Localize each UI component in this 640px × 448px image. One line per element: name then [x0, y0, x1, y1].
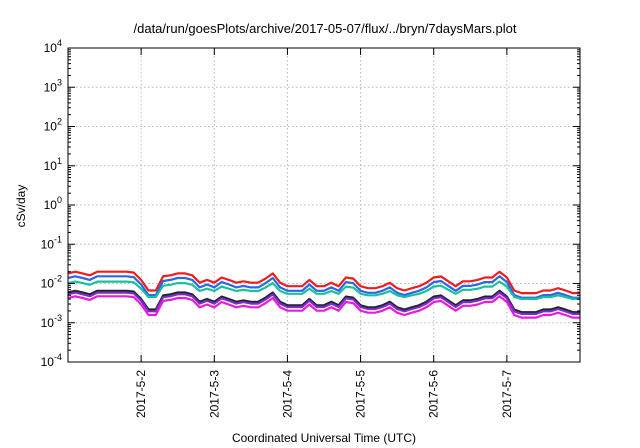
y-tick-label: 102: [44, 117, 62, 134]
x-tick-label: 2017-5-4: [280, 370, 294, 418]
series-line: [67, 295, 580, 319]
x-axis-label: Coordinated Universal Time (UTC): [232, 431, 416, 445]
y-tick-label: 101: [44, 156, 62, 173]
y-tick-label: 10-2: [41, 274, 62, 291]
y-tick-label: 103: [44, 77, 62, 94]
x-tick-label: 2017-5-2: [134, 370, 148, 418]
series-line: [67, 275, 580, 299]
x-tick-label: 2017-5-6: [427, 370, 441, 418]
y-tick-label: 10-3: [41, 313, 62, 330]
series-line: [67, 280, 580, 300]
y-tick-label: 10-1: [41, 234, 62, 251]
series-line: [67, 289, 580, 314]
y-tick-label: 100: [44, 195, 62, 212]
y-tick-label: 10-4: [41, 352, 62, 369]
series-line: [67, 270, 580, 295]
y-axis: 10-4 10-3 10-2 10-1 100 101 102 103 104: [41, 38, 580, 369]
x-tick-label: 2017-5-7: [500, 370, 514, 418]
x-tick-label: 2017-5-5: [354, 370, 368, 418]
x-tick-label: 2017-5-3: [207, 370, 221, 418]
grid: [68, 48, 580, 362]
series-group: [67, 270, 580, 319]
y-axis-label: cSv/day: [14, 185, 28, 228]
series-line: [67, 291, 580, 315]
chart-title: /data/run/goesPlots/archive/2017-05-07/f…: [134, 21, 517, 36]
x-axis: 2017-5-2 2017-5-3 2017-5-4 2017-5-5 2017-5-6…: [134, 48, 514, 418]
y-tick-label: 104: [44, 38, 62, 55]
